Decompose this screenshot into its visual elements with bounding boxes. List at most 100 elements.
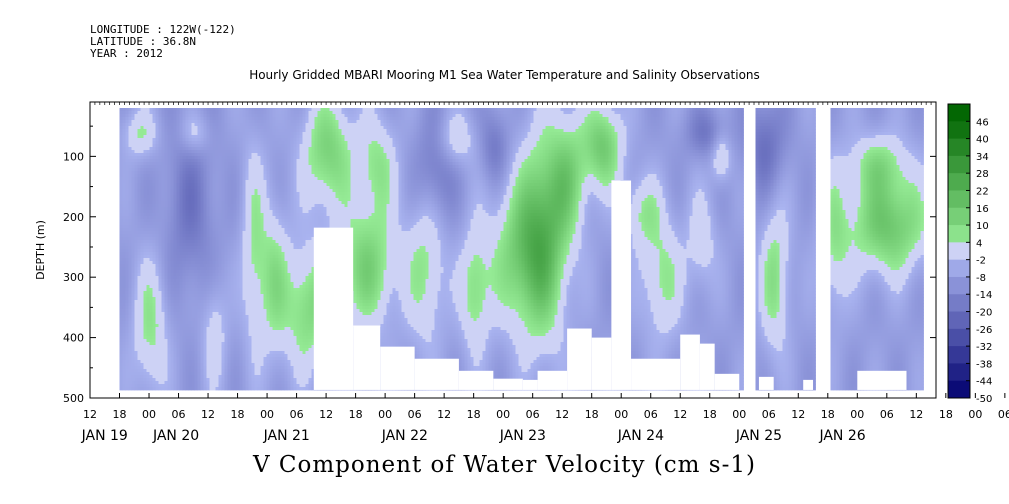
heatmap-cell	[248, 222, 252, 226]
heatmap-cell	[164, 333, 168, 337]
heatmap-cell	[221, 159, 225, 163]
heatmap-cell	[236, 219, 240, 223]
heatmap-cell	[236, 279, 240, 283]
heatmap-cell	[188, 318, 192, 322]
heatmap-cell	[203, 177, 207, 181]
heatmap-cell	[146, 111, 150, 115]
heatmap-cell	[158, 168, 162, 172]
heatmap-cell	[134, 249, 138, 253]
heatmap-cell	[203, 288, 207, 292]
heatmap-cell	[176, 117, 180, 121]
heatmap-cell	[263, 333, 267, 337]
heatmap-cell	[131, 360, 135, 364]
heatmap-cell	[194, 222, 198, 226]
heatmap-cell	[230, 366, 234, 370]
heatmap-cell	[203, 189, 207, 193]
heatmap-cell	[164, 354, 168, 358]
heatmap-cell	[209, 156, 213, 160]
heatmap-cell	[233, 345, 237, 349]
heatmap-cell	[149, 315, 153, 319]
heatmap-cell	[170, 270, 174, 274]
heatmap-cell	[170, 312, 174, 316]
heatmap-cell	[230, 246, 234, 250]
heatmap-cell	[260, 144, 264, 148]
heatmap-cell	[218, 219, 222, 223]
heatmap-cell	[131, 282, 135, 286]
heatmap-cell	[221, 174, 225, 178]
heatmap-cell	[191, 270, 195, 274]
heatmap-cell	[164, 285, 168, 289]
heatmap-cell	[188, 195, 192, 199]
heatmap-cell	[146, 261, 150, 265]
heatmap-cell	[233, 303, 237, 307]
heatmap-cell	[119, 309, 123, 313]
heatmap-cell	[140, 108, 144, 112]
heatmap-cell	[212, 213, 216, 217]
heatmap-cell	[251, 255, 255, 259]
heatmap-cell	[119, 363, 123, 367]
heatmap-cell	[119, 222, 123, 226]
heatmap-cell	[197, 348, 201, 352]
heatmap-cell	[170, 243, 174, 247]
heatmap-cell	[206, 387, 210, 391]
heatmap-cell	[188, 387, 192, 391]
heatmap-cell	[179, 171, 183, 175]
heatmap-cell	[233, 264, 237, 268]
heatmap-cell	[161, 288, 165, 292]
heatmap-cell	[140, 111, 144, 115]
heatmap-cell	[161, 219, 165, 223]
heatmap-cell	[257, 267, 261, 271]
heatmap-cell	[239, 261, 243, 265]
heatmap-cell	[257, 312, 261, 316]
heatmap-cell	[152, 246, 156, 250]
heatmap-cell	[161, 162, 165, 166]
heatmap-cell	[170, 198, 174, 202]
heatmap-cell	[179, 324, 183, 328]
heatmap-cell	[140, 324, 144, 328]
heatmap-cell	[152, 243, 156, 247]
heatmap-cell	[254, 108, 258, 112]
heatmap-cell	[131, 108, 135, 112]
heatmap-cell	[254, 204, 258, 208]
heatmap-cell	[182, 297, 186, 301]
heatmap-cell	[131, 309, 135, 313]
heatmap-cell	[197, 333, 201, 337]
heatmap-cell	[239, 291, 243, 295]
heatmap-cell	[203, 237, 207, 241]
heatmap-cell	[134, 294, 138, 298]
heatmap-cell	[242, 135, 246, 139]
heatmap-cell	[275, 138, 279, 142]
heatmap-cell	[260, 246, 264, 250]
heatmap-cell	[188, 348, 192, 352]
heatmap-cell	[164, 156, 168, 160]
heatmap-cell	[239, 324, 243, 328]
heatmap-cell	[143, 339, 147, 343]
heatmap-cell	[239, 372, 243, 376]
heatmap-cell	[146, 126, 150, 130]
heatmap-cell	[122, 183, 126, 187]
heatmap-cell	[224, 126, 228, 130]
heatmap-cell	[251, 192, 255, 196]
heatmap-cell	[233, 144, 237, 148]
heatmap-cell	[218, 150, 222, 154]
heatmap-cell	[188, 294, 192, 298]
heatmap-cell	[194, 375, 198, 379]
heatmap-cell	[221, 237, 225, 241]
heatmap-cell	[179, 174, 183, 178]
heatmap-cell	[230, 207, 234, 211]
heatmap-cell	[209, 228, 213, 232]
heatmap-cell	[152, 258, 156, 262]
heatmap-cell	[260, 189, 264, 193]
heatmap-cell	[143, 351, 147, 355]
heatmap-cell	[131, 351, 135, 355]
heatmap-cell	[137, 180, 141, 184]
heatmap-cell	[251, 300, 255, 304]
heatmap-cell	[167, 348, 171, 352]
heatmap-cell	[122, 240, 126, 244]
heatmap-cell	[155, 210, 159, 214]
heatmap-cell	[200, 336, 204, 340]
heatmap-cell	[248, 204, 252, 208]
heatmap-cell	[230, 192, 234, 196]
heatmap-cell	[188, 375, 192, 379]
heatmap-cell	[170, 291, 174, 295]
